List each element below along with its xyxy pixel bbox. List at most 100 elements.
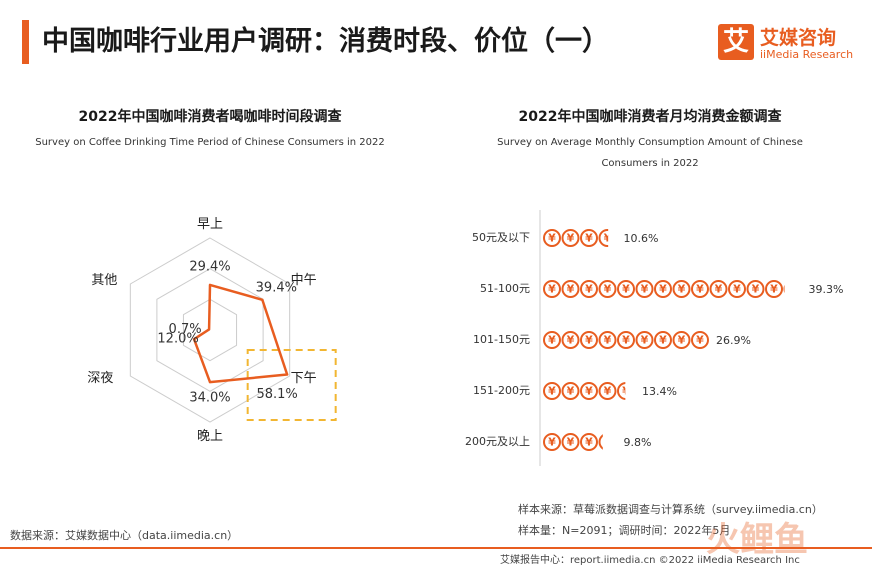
coin-glyph: ¥ — [604, 283, 612, 296]
coin-glyph: ¥ — [604, 232, 612, 245]
coin-circle — [561, 229, 580, 247]
coin-circle — [561, 280, 580, 298]
yen-coin-icon: ¥ — [617, 280, 635, 298]
radar-category-label: 下午 — [291, 371, 317, 386]
logo-text-en: iiMedia Research — [760, 48, 854, 61]
coin-glyph: ¥ — [678, 334, 686, 347]
coin-glyph: ¥ — [567, 385, 575, 398]
coin-circle — [728, 280, 746, 298]
coin-circle — [543, 382, 561, 400]
coin-circle — [691, 280, 709, 298]
coin-circle — [635, 280, 654, 298]
sample-source: 样本来源：草莓派数据调查与计算系统（survey.iimedia.cn） — [518, 503, 823, 516]
coin-glyph: ¥ — [604, 385, 612, 398]
amount-value-label: 10.6% — [624, 232, 659, 245]
radar-category-label: 中午 — [291, 273, 317, 288]
yen-coin-icon: ¥ — [691, 331, 709, 349]
radar-category-label: 晚上 — [197, 429, 223, 444]
brand-logo: 艾 艾媒咨询 iiMedia Research — [718, 24, 858, 70]
data-source-left: 数据来源：艾媒数据中心（data.iimedia.cn） — [10, 529, 239, 542]
yen-coin-icon: ¥ — [561, 382, 580, 400]
amount-value-label: 39.3% — [809, 283, 844, 296]
yen-coin-icon: ¥ — [765, 280, 783, 298]
coin-circle — [543, 331, 561, 349]
coin-circle — [543, 433, 561, 451]
coin-glyph: ¥ — [548, 232, 556, 245]
coin-glyph: ¥ — [548, 436, 556, 449]
coin-circle — [561, 433, 580, 451]
title-accent-bar — [22, 20, 29, 64]
yen-coin-icon: ¥ — [654, 280, 672, 298]
yen-coin-icon: ¥ — [635, 280, 654, 298]
coin-circle — [709, 280, 728, 298]
coin-circle — [783, 284, 785, 294]
coin-glyph: ¥ — [567, 436, 575, 449]
yen-coin-icon: ¥ — [691, 280, 709, 298]
coin-circle — [598, 229, 609, 247]
coin-circle — [617, 280, 635, 298]
pictograph-chart: 50元及以下 ¥ ¥ ¥ ¥10.6% 51-100元 ¥ ¥ ¥ ¥ ¥ ¥ ¥ ¥ ¥ ¥ ¥ ¥ ¥ ¥39.3… — [465, 210, 844, 466]
coin-glyph: ¥ — [696, 283, 704, 296]
pictograph-chart-title: 2022年中国咖啡消费者月均消费金额调查 — [518, 109, 782, 125]
yen-coin-icon: ¥ — [580, 331, 598, 349]
coin-circle — [654, 280, 672, 298]
radar-value-label: 34.0% — [189, 391, 230, 406]
coin-glyph: ¥ — [567, 232, 575, 245]
coin-glyph: ¥ — [567, 283, 575, 296]
radar-value-label: 39.4% — [256, 280, 297, 295]
footer-report-center: 艾媒报告中心：report.iimedia.cn ©2022 iiMedia R… — [500, 555, 800, 566]
yen-coin-icon: ¥ — [543, 280, 561, 298]
coin-circle — [561, 331, 580, 349]
radar-grid-ring — [129, 237, 291, 423]
pictograph-chart-subtitle: Survey on Average Monthly Consumption Am… — [497, 137, 803, 169]
yen-coin-icon: ¥ — [746, 280, 765, 298]
yen-coin-icon: ¥ — [598, 382, 617, 400]
amount-category-label: 151-200元 — [473, 384, 530, 397]
coin-glyph: ¥ — [604, 436, 612, 449]
radar-value-label: 0.7% — [169, 322, 202, 337]
yen-coin-icon: ¥ — [580, 280, 598, 298]
coin-circle — [635, 331, 654, 349]
yen-coin-icon: ¥ — [543, 229, 561, 247]
sample-size: 样本量：N=2091；调研时间：2022年5月 — [518, 524, 731, 537]
coin-circle — [598, 434, 603, 450]
footer-divider — [0, 547, 872, 549]
coin-circle — [654, 331, 672, 349]
radar-grid-ring — [182, 298, 238, 362]
amount-category-label: 200元及以上 — [465, 435, 530, 448]
coin-circle — [543, 280, 561, 298]
yen-coin-icon: ¥ — [617, 331, 635, 349]
watermark: 火鲤鱼 — [706, 520, 808, 560]
coin-circle — [672, 280, 691, 298]
coin-circle — [598, 382, 617, 400]
coin-circle — [672, 331, 691, 349]
highlight-box — [246, 349, 337, 421]
coin-glyph: ¥ — [715, 283, 723, 296]
radar-chart-title: 2022年中国咖啡消费者喝咖啡时间段调查 — [78, 109, 342, 125]
coin-glyph: ¥ — [622, 334, 630, 347]
amount-category-label: 50元及以下 — [472, 231, 530, 244]
radar-series-line — [192, 283, 289, 384]
coin-glyph: ¥ — [585, 436, 593, 449]
coin-glyph: ¥ — [604, 334, 612, 347]
coin-circle — [617, 331, 635, 349]
coin-glyph: ¥ — [641, 283, 649, 296]
yen-coin-icon: ¥ — [728, 280, 746, 298]
radar-category-label: 其他 — [91, 273, 117, 288]
coin-glyph: ¥ — [622, 283, 630, 296]
yen-coin-icon: ¥ — [672, 280, 691, 298]
radar-value-label: 12.0% — [157, 332, 198, 347]
amount-value-label: 26.9% — [716, 334, 751, 347]
coin-circle — [598, 331, 617, 349]
coin-circle — [598, 280, 617, 298]
coin-circle — [580, 280, 598, 298]
coin-glyph: ¥ — [585, 283, 593, 296]
coin-circle — [746, 280, 765, 298]
coin-glyph: ¥ — [548, 385, 556, 398]
coin-circle — [580, 382, 598, 400]
yen-coin-icon: ¥ — [561, 433, 580, 451]
coin-circle — [765, 280, 783, 298]
coin-glyph: ¥ — [659, 334, 667, 347]
radar-category-label: 早上 — [197, 217, 223, 232]
